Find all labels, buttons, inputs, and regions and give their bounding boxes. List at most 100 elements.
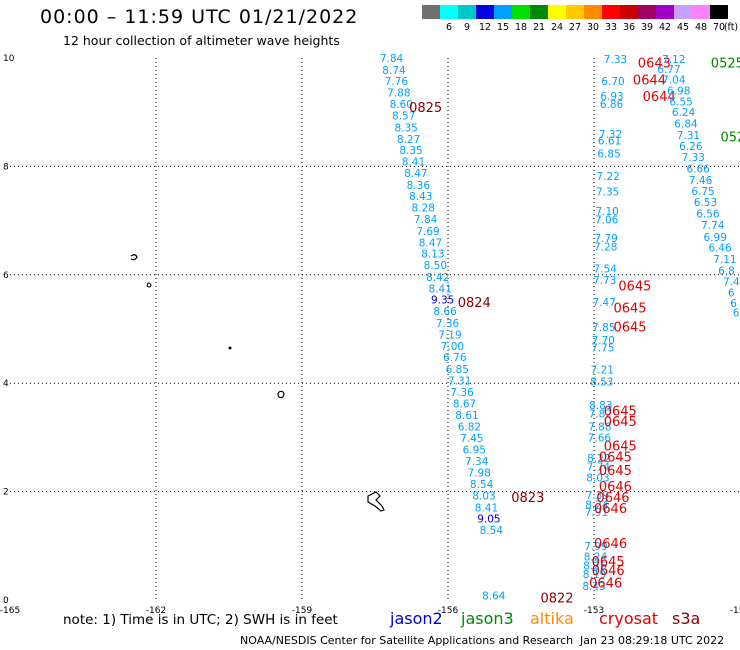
- swh-value: 6.75: [691, 186, 714, 198]
- swh-value: 6.95: [463, 444, 486, 456]
- legend-swatch: [584, 5, 602, 19]
- pass-time-label: 0646: [594, 537, 627, 552]
- swh-value: 6.86: [600, 99, 624, 111]
- swh-value: 8.03: [472, 490, 495, 502]
- pass-time-label: 0822: [540, 591, 573, 606]
- legend-swatch: [656, 5, 674, 19]
- swh-value: 7.32: [599, 129, 622, 141]
- swh-value: 6.93: [600, 91, 623, 103]
- satellite-legend-jason3: jason3: [461, 609, 514, 628]
- legend-swatch: [548, 5, 566, 19]
- swh-value: 6.84: [674, 119, 698, 131]
- swh-value: 7.39: [586, 490, 609, 502]
- swh-value: 8.66: [433, 306, 457, 318]
- pass-time-label: 0646: [589, 577, 622, 592]
- swh-value: 8.43: [582, 581, 605, 593]
- swh-value: 7.79: [594, 233, 617, 245]
- pass-time-label: 0646: [594, 502, 627, 517]
- island-outline: [146, 282, 152, 288]
- swh-value: 7.45: [460, 433, 483, 445]
- island-dot: [228, 346, 232, 350]
- x-tick-label: -159: [292, 606, 313, 616]
- swh-value: 8.22: [587, 453, 610, 465]
- pass-time-label: 0644: [643, 90, 676, 105]
- satellite-legend-cryosat: cryosat: [599, 609, 659, 628]
- satellite-legend-s3a: s3a: [672, 609, 701, 628]
- legend-swatch: [710, 5, 728, 19]
- x-tick-label: -153: [584, 606, 604, 616]
- swh-value: 7.34: [465, 456, 489, 468]
- swh-value: 7.22: [596, 171, 619, 183]
- swh-value: 6.24: [672, 107, 696, 119]
- island-outline: [277, 390, 285, 399]
- legend-swatch: [530, 5, 548, 19]
- swh-value: 6.76: [443, 352, 467, 364]
- swh-value: 7.35: [596, 186, 619, 198]
- pass-time-label: 0645: [618, 280, 651, 295]
- legend-label: 12: [478, 22, 492, 33]
- swh-value: 8.24: [584, 552, 608, 564]
- swh-value: 6.55: [669, 96, 692, 108]
- swh-value: 6.8: [718, 265, 735, 277]
- legend-swatch: [674, 5, 692, 19]
- legend-swatch: [602, 5, 620, 19]
- swh-value: 7.99: [584, 541, 607, 553]
- legend-label: 9: [463, 22, 471, 33]
- pass-time-label: 0646: [596, 491, 629, 506]
- swh-value: 6.66: [686, 164, 710, 176]
- swh-value: 8.27: [397, 134, 420, 146]
- page-subtitle: 12 hour collection of altimeter wave hei…: [63, 33, 340, 48]
- swh-value: 8.36: [407, 180, 431, 192]
- pass-time-label: 0645: [592, 555, 625, 570]
- swh-value: 8.35: [394, 122, 417, 134]
- legend-label: 30: [586, 22, 600, 33]
- swh-value: 7.98: [467, 468, 490, 480]
- island-outline: [367, 491, 385, 512]
- swh-value: 7.19: [438, 329, 461, 341]
- swh-value: 8.13: [421, 249, 444, 261]
- legend-label: 27: [568, 22, 582, 33]
- swh-value: 7.74: [701, 220, 725, 232]
- y-tick-label: 6: [3, 271, 9, 281]
- pass-time-label: 052: [721, 131, 740, 146]
- swh-value: 6: [728, 288, 735, 300]
- swh-value: 6.98: [667, 86, 690, 98]
- legend-label: 45: [676, 22, 690, 33]
- swh-value: 7.4: [723, 276, 740, 288]
- swh-value: 7.46: [689, 175, 713, 187]
- pass-time-label: 0645: [599, 450, 632, 465]
- pass-time-label: 0823: [511, 491, 544, 506]
- y-tick-label: 0: [3, 596, 9, 606]
- swh-value: 7.69: [416, 226, 439, 238]
- swh-value: 8.42: [426, 272, 449, 284]
- swh-value: 7.84: [414, 214, 438, 226]
- pass-time-label: 0645: [613, 301, 646, 316]
- legend-label: 33: [604, 22, 618, 33]
- footer-note: note: 1) Time is in UTC; 2) SWH is in fe…: [63, 612, 338, 628]
- swh-value: 8.47: [419, 237, 442, 249]
- swh-value: 8.26: [583, 560, 607, 572]
- swh-value: 8.41: [429, 283, 452, 295]
- swh-value: 7.85: [592, 322, 615, 334]
- pass-time-label: 0824: [458, 296, 491, 311]
- y-tick-label: 8: [3, 162, 9, 172]
- legend-label: 36: [622, 22, 636, 33]
- legend-label: 18: [514, 22, 528, 33]
- swh-value: 8.35: [399, 145, 422, 157]
- pass-time-label: 0644: [633, 74, 666, 89]
- legend-label: 21: [532, 22, 546, 33]
- pass-time-label: 0646: [592, 564, 625, 579]
- pass-time-label: 0645: [604, 415, 637, 430]
- swh-value: 7.88: [387, 88, 410, 100]
- swh-value: 8.54: [470, 479, 494, 491]
- swh-value: 6.26: [679, 141, 703, 153]
- swh-value: 8.83: [589, 400, 612, 412]
- x-tick-label: -165: [0, 606, 20, 616]
- x-tick-label: -150: [730, 606, 740, 616]
- swh-value: 8.28: [412, 203, 435, 215]
- swh-value: 7.36: [450, 387, 474, 399]
- swh-value: 7.70: [592, 335, 615, 347]
- swh-value: 8.41: [402, 157, 425, 169]
- swh-value: 7.54: [594, 263, 618, 275]
